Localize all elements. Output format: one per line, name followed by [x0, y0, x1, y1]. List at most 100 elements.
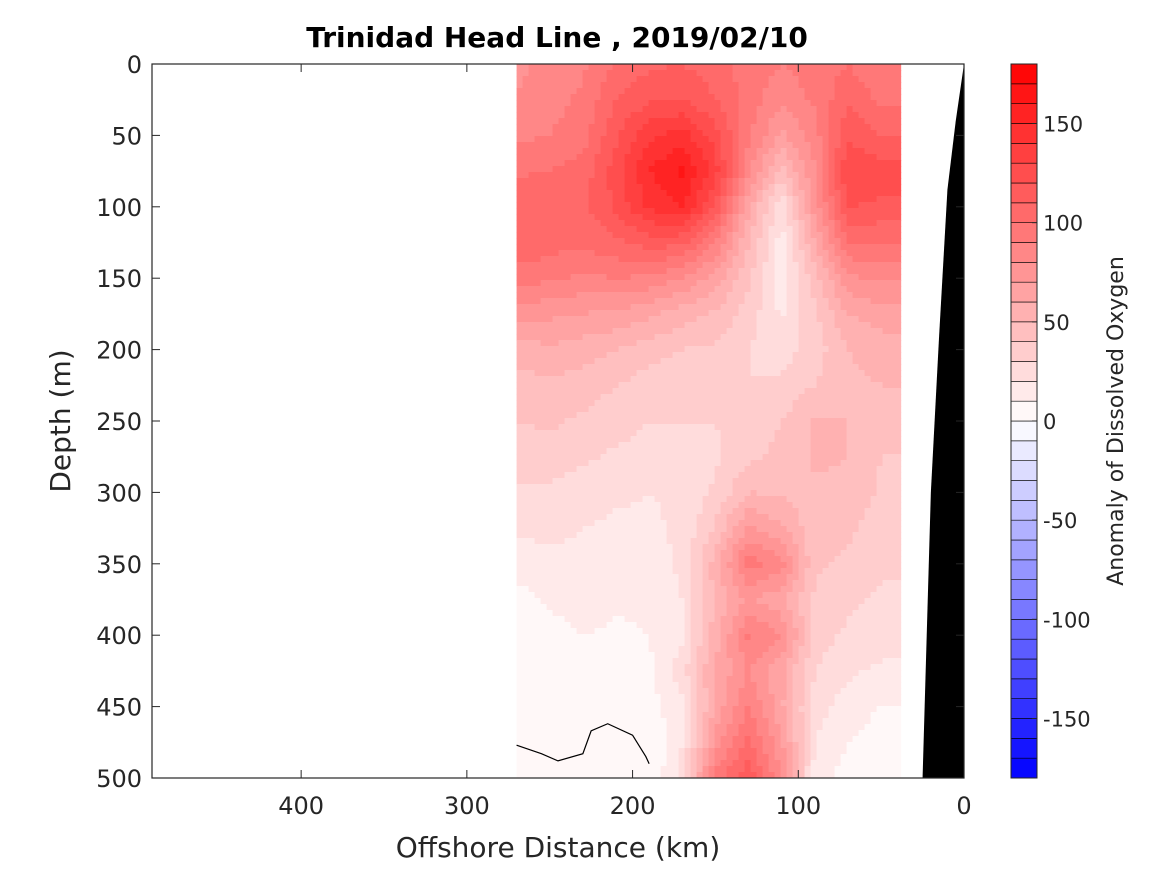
heat-cell — [702, 292, 710, 299]
heat-cell — [666, 394, 674, 401]
heat-cell — [540, 292, 548, 299]
heat-cell — [816, 64, 824, 71]
heat-cell — [600, 490, 608, 497]
heat-cell — [846, 88, 854, 95]
heat-cell — [576, 76, 584, 83]
heat-cell — [678, 244, 686, 251]
heat-cell — [588, 304, 596, 311]
heat-cell — [828, 214, 836, 221]
heat-cell — [702, 412, 710, 419]
heat-cell — [618, 64, 626, 71]
heat-cell — [594, 310, 602, 317]
heat-cell — [600, 322, 608, 329]
heat-cell — [738, 406, 746, 413]
heat-cell — [816, 316, 824, 323]
heat-cell — [624, 502, 632, 509]
heat-cell — [858, 514, 866, 521]
heat-cell — [684, 148, 692, 155]
heat-cell — [630, 244, 638, 251]
heat-cell — [894, 454, 902, 461]
heat-cell — [732, 376, 740, 383]
heat-cell — [642, 442, 650, 449]
heat-cell — [636, 358, 644, 365]
heat-cell — [858, 88, 866, 95]
heat-cell — [780, 178, 788, 185]
heat-cell — [756, 460, 764, 467]
heat-cell — [762, 520, 770, 527]
heat-cell — [516, 508, 524, 515]
heat-cell — [714, 94, 722, 101]
heat-cell — [744, 382, 752, 389]
heat-cell — [576, 514, 584, 521]
heat-cell — [738, 316, 746, 323]
heat-cell — [552, 382, 560, 389]
heat-cell — [804, 412, 812, 419]
heat-cell — [564, 424, 572, 431]
heat-cell — [564, 280, 572, 287]
heat-cell — [612, 250, 620, 257]
heat-cell — [684, 280, 692, 287]
heat-cell — [840, 178, 848, 185]
heat-cell — [660, 346, 668, 353]
heat-cell — [756, 352, 764, 359]
heat-cell — [546, 340, 554, 347]
heat-cell — [588, 232, 596, 239]
heat-cell — [534, 508, 542, 515]
heat-cell — [846, 346, 854, 353]
heat-cell — [762, 184, 770, 191]
heat-cell — [630, 64, 638, 71]
heat-cell — [594, 148, 602, 155]
heat-cell — [678, 178, 686, 185]
heat-cell — [666, 274, 674, 281]
heat-cell — [816, 82, 824, 89]
heat-cell — [732, 226, 740, 233]
heat-cell — [516, 322, 524, 329]
heat-cell — [732, 196, 740, 203]
heat-cell — [846, 460, 854, 467]
heat-cell — [804, 346, 812, 353]
heat-cell — [618, 334, 626, 341]
heat-cell — [702, 424, 710, 431]
heat-cell — [828, 394, 836, 401]
heat-cell — [696, 202, 704, 209]
heat-cell — [570, 274, 578, 281]
heat-cell — [576, 226, 584, 233]
heat-cell — [690, 70, 698, 77]
heat-cell — [762, 298, 770, 305]
heat-cell — [882, 328, 890, 335]
heat-cell — [528, 382, 536, 389]
heat-cell — [540, 448, 548, 455]
heat-cell — [594, 382, 602, 389]
heat-cell — [630, 394, 638, 401]
heat-cell — [600, 166, 608, 173]
heat-cell — [588, 370, 596, 377]
heat-cell — [612, 208, 620, 215]
heat-cell — [558, 304, 566, 311]
heat-cell — [756, 172, 764, 179]
heat-cell — [630, 358, 638, 365]
heat-cell — [894, 484, 902, 491]
heat-cell — [558, 178, 566, 185]
heat-cell — [516, 220, 524, 227]
heat-cell — [804, 448, 812, 455]
heat-cell — [672, 514, 680, 521]
heat-cell — [528, 490, 536, 497]
heat-cell — [834, 64, 842, 71]
heat-cell — [546, 244, 554, 251]
heat-cell — [516, 472, 524, 479]
heat-cell — [888, 94, 896, 101]
heat-cell — [708, 376, 716, 383]
heat-cell — [534, 322, 542, 329]
heat-cell — [618, 310, 626, 317]
heat-cell — [528, 178, 536, 185]
heat-cell — [840, 298, 848, 305]
heat-cell — [636, 514, 644, 521]
heat-cell — [600, 376, 608, 383]
heat-cell — [834, 364, 842, 371]
heat-cell — [606, 118, 614, 125]
heat-cell — [690, 346, 698, 353]
heat-cell — [534, 520, 542, 527]
heat-cell — [636, 454, 644, 461]
heat-cell — [732, 286, 740, 293]
heat-cell — [582, 496, 590, 503]
